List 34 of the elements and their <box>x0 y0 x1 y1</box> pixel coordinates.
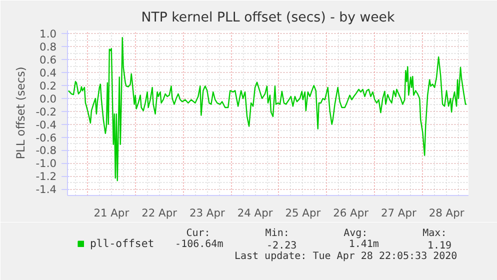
y-tick-label: -0.4 <box>36 118 57 132</box>
x-tick-label: 28 Apr <box>428 206 465 220</box>
text: Cur: <box>186 228 210 239</box>
x-tick-label: 23 Apr <box>189 206 226 220</box>
text: -106.64m <box>175 239 224 250</box>
y-tick-label: -1.4 <box>36 183 57 196</box>
x-tick-label: 22 Apr <box>142 206 178 220</box>
chart-title: NTP kernel PLL offset (secs) - by week <box>141 10 395 26</box>
x-tick-label: 24 Apr <box>237 206 274 220</box>
text: Max: <box>422 228 447 239</box>
y-tick-label: 0.2 <box>40 80 57 92</box>
y-tick-label: 0.8 <box>40 40 57 54</box>
x-tick-label: 27 Apr <box>380 206 417 220</box>
text: -2.23 <box>266 240 297 252</box>
y-axis-title: PLL offset (secs) <box>14 66 28 160</box>
y-tick-label: 0.4 <box>40 66 57 80</box>
y-tick-label: -1.2 <box>36 170 57 184</box>
text: 1.41m <box>348 239 379 250</box>
line-series <box>68 37 468 182</box>
text: 1.19 <box>427 240 452 252</box>
text: Min: <box>265 228 290 239</box>
x-tick-label: 25 Apr <box>285 206 322 220</box>
y-tick-label: -0.2 <box>36 105 57 118</box>
text: Avg: <box>344 228 368 239</box>
legend-label: pll-offset <box>90 237 154 250</box>
y-tick-label: 0.0 <box>40 92 57 106</box>
x-tick-label: 21 Apr <box>94 206 130 220</box>
y-tick-label: -1.0 <box>36 157 57 170</box>
y-tick-label: -0.8 <box>36 144 57 158</box>
text: Last update: Tue Apr 28 22:05:33 2020 <box>234 251 458 262</box>
y-tick-label: 0.6 <box>40 54 57 67</box>
y-tick-label: -0.6 <box>36 131 57 144</box>
x-tick-label: 26 Apr <box>333 206 370 220</box>
y-tick-label: 1.0 <box>40 28 57 41</box>
